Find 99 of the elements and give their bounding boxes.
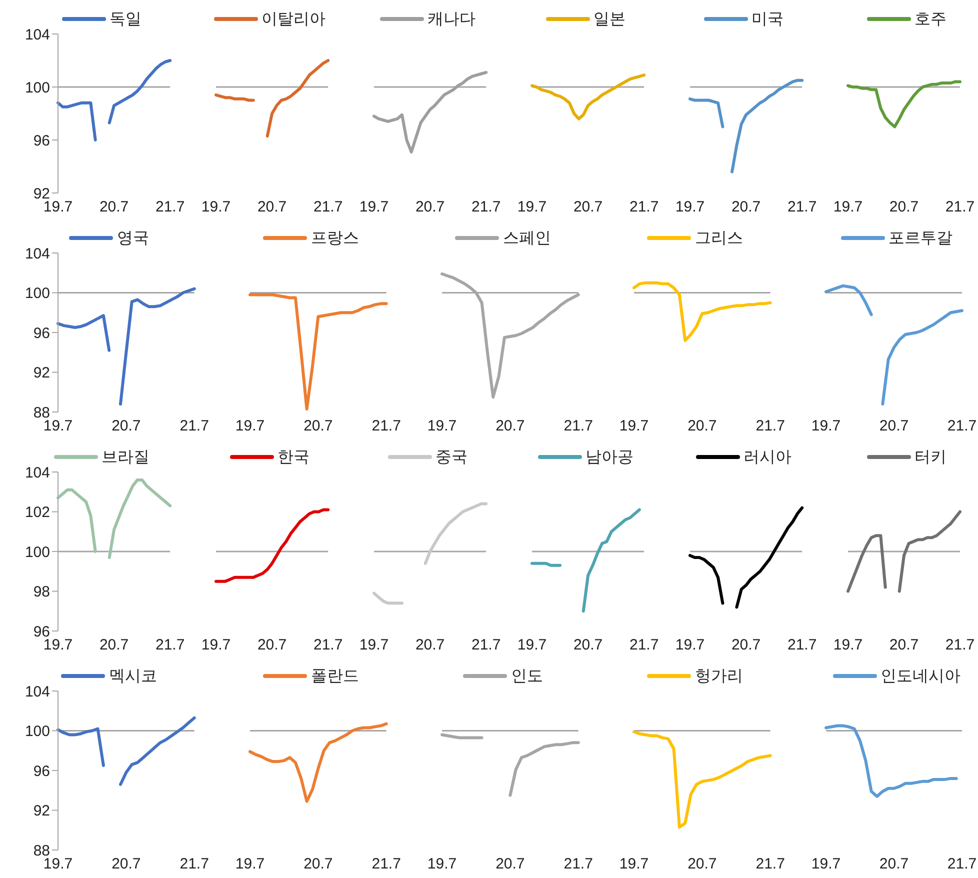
- x-tick-label: 20.7: [257, 636, 287, 654]
- legend-label: 브라질: [102, 448, 150, 468]
- x-tick-label: 21.7: [313, 198, 343, 216]
- x-tick-label: 21.7: [313, 636, 343, 654]
- x-tick-label: 20.7: [99, 198, 129, 216]
- y-tick-label: 100: [24, 544, 50, 561]
- x-tick-label: 19.7: [833, 198, 863, 216]
- x-tick-label: 21.7: [947, 418, 977, 435]
- x-tick-label: 19.7: [619, 418, 649, 435]
- x-tick-label: 21.7: [564, 418, 593, 435]
- y-tick-label: 96: [33, 324, 50, 342]
- y-tick-label: 96: [33, 762, 50, 780]
- x-tick-label: 21.7: [629, 198, 659, 216]
- x-tick-label: 19.7: [201, 636, 231, 654]
- x-tick-label: 20.7: [731, 636, 761, 654]
- x-tick-label: 19.7: [517, 636, 547, 654]
- x-tick-label: 21.7: [756, 856, 785, 873]
- x-tick-label: 20.7: [415, 198, 445, 216]
- x-tick-label: 21.7: [372, 856, 401, 873]
- x-tick-label: 21.7: [945, 198, 975, 216]
- x-tick-label: 19.7: [619, 856, 649, 873]
- legend-label: 영국: [116, 228, 149, 248]
- legend-label: 중국: [436, 448, 468, 468]
- x-tick-label: 20.7: [112, 856, 141, 873]
- legend-label: 독일: [110, 10, 142, 30]
- x-tick-label: 21.7: [564, 856, 593, 873]
- x-tick-label: 20.7: [99, 636, 129, 654]
- x-tick-label: 20.7: [304, 418, 333, 435]
- y-tick-label: 98: [33, 584, 50, 601]
- legend-label: 포르투갈: [888, 228, 952, 248]
- y-tick-label: 100: [24, 285, 50, 302]
- legend-label: 인도: [510, 666, 543, 686]
- legend-label: 프랑스: [310, 228, 359, 248]
- y-tick-label: 104: [24, 26, 50, 44]
- y-tick-label: 104: [24, 464, 50, 482]
- x-tick-label: 20.7: [257, 198, 287, 216]
- x-tick-label: 20.7: [889, 198, 919, 216]
- x-tick-label: 19.7: [517, 198, 547, 216]
- x-tick-label: 21.7: [180, 856, 209, 873]
- legend-label: 호주: [914, 10, 946, 30]
- legend-label: 스페인: [502, 228, 551, 248]
- legend-label: 폴란드: [310, 666, 359, 686]
- x-tick-label: 19.7: [833, 636, 863, 654]
- legend-label: 이탈리아: [262, 10, 326, 30]
- y-tick-label: 102: [24, 504, 50, 522]
- x-tick-label: 21.7: [471, 198, 501, 216]
- x-tick-label: 21.7: [945, 636, 975, 654]
- x-tick-label: 21.7: [787, 198, 817, 216]
- legend-label: 터키: [914, 448, 946, 468]
- legend-label: 한국: [278, 448, 310, 468]
- x-tick-label: 19.7: [235, 856, 265, 873]
- x-tick-label: 20.7: [879, 418, 909, 435]
- x-tick-label: 21.7: [180, 418, 209, 435]
- legend-label: 캐나다: [428, 10, 476, 30]
- y-tick-label: 100: [24, 79, 50, 96]
- x-tick-label: 20.7: [415, 636, 445, 654]
- x-tick-label: 20.7: [496, 856, 525, 873]
- x-tick-label: 21.7: [947, 856, 977, 873]
- x-tick-label: 19.7: [359, 198, 389, 216]
- x-tick-label: 21.7: [372, 418, 401, 435]
- x-tick-label: 19.7: [811, 856, 841, 873]
- x-tick-label: 19.7: [201, 198, 231, 216]
- x-tick-label: 20.7: [573, 198, 603, 216]
- x-tick-label: 20.7: [304, 856, 333, 873]
- legend-label: 미국: [752, 10, 784, 30]
- x-tick-label: 20.7: [112, 418, 141, 435]
- legend-label: 그리스: [694, 228, 743, 248]
- x-tick-label: 19.7: [675, 198, 705, 216]
- x-tick-label: 19.7: [675, 636, 705, 654]
- legend-label: 일본: [594, 10, 626, 30]
- legend-label: 러시아: [744, 448, 792, 468]
- legend-label: 인도네시아: [880, 666, 960, 686]
- x-tick-label: 20.7: [573, 636, 603, 654]
- y-tick-label: 92: [33, 802, 50, 820]
- x-tick-label: 19.7: [427, 418, 457, 435]
- y-tick-label: 104: [24, 245, 50, 262]
- x-tick-label: 19.7: [427, 856, 457, 873]
- y-tick-label: 104: [24, 683, 50, 700]
- x-tick-label: 21.7: [756, 418, 785, 435]
- x-tick-label: 19.7: [359, 636, 389, 654]
- x-tick-label: 21.7: [629, 636, 659, 654]
- legend-label: 헝가리: [694, 666, 743, 686]
- x-tick-label: 20.7: [879, 856, 909, 873]
- y-tick-label: 92: [33, 364, 50, 382]
- x-tick-label: 20.7: [731, 198, 761, 216]
- x-tick-label: 21.7: [155, 198, 185, 216]
- x-tick-label: 20.7: [688, 418, 717, 435]
- x-tick-label: 20.7: [889, 636, 919, 654]
- y-tick-label: 96: [33, 132, 50, 150]
- y-tick-label: 100: [24, 723, 50, 740]
- legend-label: 남아공: [586, 448, 634, 468]
- x-tick-label: 20.7: [496, 418, 525, 435]
- x-tick-label: 20.7: [688, 856, 717, 873]
- x-tick-label: 21.7: [155, 636, 185, 654]
- x-tick-label: 21.7: [471, 636, 501, 654]
- x-tick-label: 19.7: [235, 418, 265, 435]
- x-tick-label: 19.7: [811, 418, 841, 435]
- x-tick-label: 21.7: [787, 636, 817, 654]
- legend-label: 멕시코: [108, 666, 157, 686]
